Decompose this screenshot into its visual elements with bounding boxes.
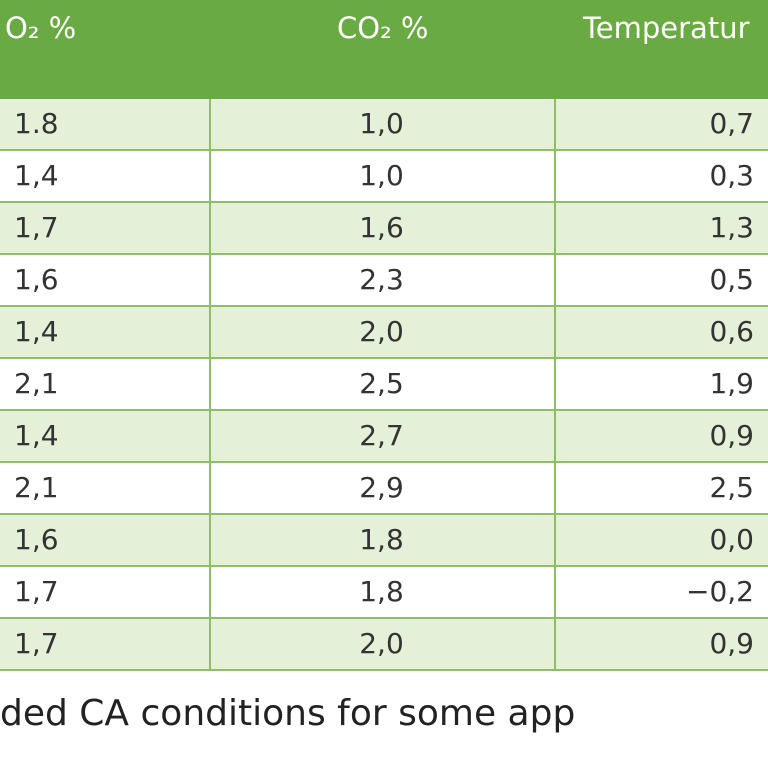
cell-o2: 1,6 xyxy=(14,523,59,556)
column-divider xyxy=(209,411,211,461)
cell-temperature: 0,7 xyxy=(709,107,754,140)
cell-temperature: 0,0 xyxy=(709,523,754,556)
cell-co2: 2,7 xyxy=(359,419,404,452)
cell-temperature: 2,5 xyxy=(709,471,754,504)
column-divider xyxy=(209,463,211,513)
column-divider xyxy=(554,203,556,253)
column-divider xyxy=(554,619,556,669)
cell-co2: 1,0 xyxy=(359,159,404,192)
column-divider xyxy=(554,567,556,617)
cell-o2: 1,4 xyxy=(14,315,59,348)
cell-co2: 2,0 xyxy=(359,627,404,660)
table-header: O₂ % CO₂ % Temperatur xyxy=(0,0,768,99)
cell-o2: 1,6 xyxy=(14,263,59,296)
cell-o2: 2,1 xyxy=(14,367,59,400)
cell-co2: 2,0 xyxy=(359,315,404,348)
table-row: 1,4 2,7 0,9 xyxy=(0,411,768,463)
column-divider xyxy=(209,619,211,669)
cell-o2: 1,4 xyxy=(14,159,59,192)
cell-temperature: 0,9 xyxy=(709,419,754,452)
table-row: 1,7 2,0 0,9 xyxy=(0,619,768,671)
column-divider xyxy=(209,307,211,357)
column-header-temperature: Temperatur xyxy=(583,11,750,45)
cell-co2: 2,9 xyxy=(359,471,404,504)
table-row: 1,6 1,8 0,0 xyxy=(0,515,768,567)
cell-o2: 2,1 xyxy=(14,471,59,504)
table-row: 1,4 2,0 0,6 xyxy=(0,307,768,359)
cell-o2: 1,7 xyxy=(14,211,59,244)
cell-temperature: −0,2 xyxy=(686,575,754,608)
cell-o2: 1.8 xyxy=(14,107,59,140)
cell-co2: 1,6 xyxy=(359,211,404,244)
cell-temperature: 1,3 xyxy=(709,211,754,244)
cell-temperature: 0,6 xyxy=(709,315,754,348)
column-divider xyxy=(554,99,556,149)
column-divider xyxy=(209,255,211,305)
column-divider xyxy=(554,411,556,461)
table-row: 2,1 2,9 2,5 xyxy=(0,463,768,515)
cell-o2: 1,7 xyxy=(14,575,59,608)
table-row: 1.8 1,0 0,7 xyxy=(0,99,768,151)
column-divider xyxy=(554,151,556,201)
column-divider xyxy=(554,463,556,513)
table-row: 1,4 1,0 0,3 xyxy=(0,151,768,203)
column-divider xyxy=(209,567,211,617)
cell-temperature: 1,9 xyxy=(709,367,754,400)
table-caption: ded CA conditions for some app xyxy=(0,693,576,734)
cell-co2: 1,8 xyxy=(359,575,404,608)
column-divider xyxy=(554,515,556,565)
table-row: 1,6 2,3 0,5 xyxy=(0,255,768,307)
column-divider xyxy=(209,359,211,409)
column-divider xyxy=(209,151,211,201)
cell-co2: 1,0 xyxy=(359,107,404,140)
table-row: 1,7 1,6 1,3 xyxy=(0,203,768,255)
cell-o2: 1,7 xyxy=(14,627,59,660)
column-divider xyxy=(554,359,556,409)
column-divider xyxy=(209,99,211,149)
table-row: 1,7 1,8 −0,2 xyxy=(0,567,768,619)
column-divider xyxy=(554,255,556,305)
column-header-o2: O₂ % xyxy=(5,11,77,45)
column-divider xyxy=(209,515,211,565)
column-header-co2: CO₂ % xyxy=(337,11,429,45)
cell-temperature: 0,5 xyxy=(709,263,754,296)
table-body: 1.8 1,0 0,7 1,4 1,0 0,3 1,7 1,6 1,3 1,6 … xyxy=(0,99,768,671)
cell-co2: 2,5 xyxy=(359,367,404,400)
cell-temperature: 0,9 xyxy=(709,627,754,660)
table-row: 2,1 2,5 1,9 xyxy=(0,359,768,411)
column-divider xyxy=(554,307,556,357)
cell-co2: 2,3 xyxy=(359,263,404,296)
cell-temperature: 0,3 xyxy=(709,159,754,192)
column-divider xyxy=(209,203,211,253)
cell-o2: 1,4 xyxy=(14,419,59,452)
cell-co2: 1,8 xyxy=(359,523,404,556)
